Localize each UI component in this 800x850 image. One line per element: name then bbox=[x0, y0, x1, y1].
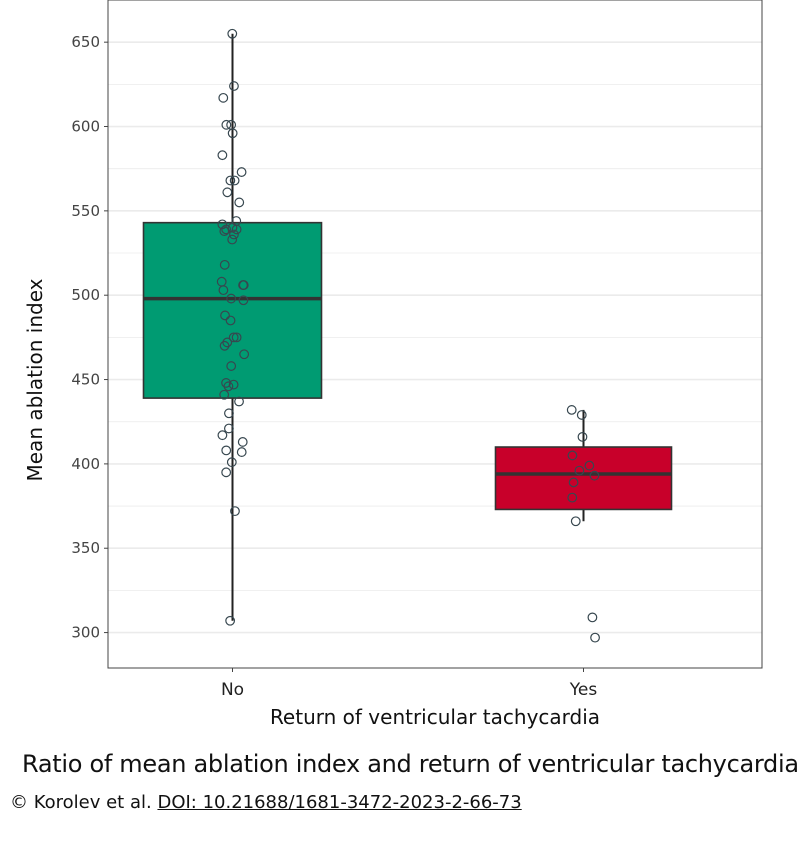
y-tick-label: 450 bbox=[71, 371, 100, 389]
data-point bbox=[228, 379, 239, 390]
data-point bbox=[230, 506, 240, 517]
doi-link[interactable]: DOI: 10.21688/1681-3472-2023-2-66-73 bbox=[157, 792, 522, 813]
data-point bbox=[226, 293, 237, 304]
data-point bbox=[237, 437, 248, 447]
data-point bbox=[217, 430, 228, 441]
data-point bbox=[224, 408, 234, 419]
data-point bbox=[218, 92, 229, 103]
y-tick-label: 350 bbox=[71, 539, 100, 557]
data-point bbox=[221, 224, 232, 235]
y-tick-label: 400 bbox=[71, 455, 100, 473]
y-tick-label: 300 bbox=[71, 624, 100, 642]
points bbox=[216, 28, 600, 643]
data-point bbox=[231, 224, 242, 235]
data-point bbox=[218, 285, 229, 296]
data-point bbox=[225, 615, 236, 626]
data-point bbox=[238, 280, 249, 290]
plot-panel-border bbox=[107, 0, 763, 669]
data-point bbox=[225, 175, 236, 186]
data-point bbox=[231, 332, 242, 343]
data-point bbox=[225, 315, 236, 326]
boxplot-chart: 300 350 400 450 500 550 600 650 No Yes Return of… bbox=[23, 0, 763, 729]
y-tick-label: 650 bbox=[71, 33, 100, 51]
box-no bbox=[142, 221, 323, 399]
data-point bbox=[224, 423, 234, 434]
data-point bbox=[567, 492, 578, 503]
grid bbox=[108, 0, 762, 634]
data-point bbox=[229, 175, 240, 186]
data-point bbox=[566, 405, 577, 415]
credit-authors: © Korolev et al. bbox=[10, 792, 152, 813]
y-tick-label: 600 bbox=[71, 118, 100, 136]
x-tick-label: No bbox=[221, 680, 244, 700]
data-point bbox=[234, 396, 244, 407]
data-point bbox=[238, 295, 249, 306]
data-point bbox=[227, 128, 238, 139]
data-point bbox=[219, 389, 230, 400]
data-point bbox=[576, 410, 587, 420]
data-point bbox=[227, 234, 238, 245]
data-point bbox=[589, 470, 600, 481]
data-point bbox=[219, 259, 230, 270]
data-point bbox=[229, 229, 239, 240]
data-point bbox=[229, 81, 239, 91]
data-point bbox=[221, 467, 232, 478]
figure-credit: © Korolev et al. DOI: 10.21688/1681-3472… bbox=[10, 792, 522, 813]
data-point bbox=[221, 119, 232, 130]
data-point bbox=[236, 167, 247, 177]
data-point bbox=[217, 150, 228, 161]
data-point bbox=[219, 340, 230, 351]
data-point bbox=[236, 447, 247, 457]
data-point bbox=[223, 381, 234, 392]
y-tick-label: 550 bbox=[71, 202, 100, 220]
data-point bbox=[227, 28, 238, 39]
y-tick-label: 500 bbox=[71, 286, 100, 304]
data-point bbox=[584, 460, 595, 471]
data-point bbox=[570, 516, 581, 527]
data-point bbox=[219, 226, 230, 237]
data-point bbox=[222, 337, 233, 348]
data-point bbox=[221, 445, 232, 456]
y-axis-label: Mean ablation index bbox=[23, 278, 47, 481]
x-tick-label: Yes bbox=[569, 680, 598, 700]
box-yes bbox=[494, 446, 673, 511]
x-axis-label: Return of ventricular tachycardia bbox=[270, 705, 600, 729]
data-point bbox=[239, 349, 250, 360]
data-point bbox=[220, 310, 230, 321]
x-ticks: No Yes bbox=[221, 668, 597, 700]
data-point bbox=[567, 450, 578, 461]
data-point bbox=[227, 222, 238, 233]
data-point bbox=[226, 361, 237, 371]
figure-caption: Ratio of mean ablation index and return … bbox=[22, 750, 799, 778]
data-point bbox=[574, 465, 585, 476]
data-point bbox=[222, 187, 233, 198]
data-point bbox=[228, 332, 239, 343]
data-point bbox=[577, 431, 588, 442]
data-point bbox=[590, 632, 600, 643]
y-ticks: 300 350 400 450 500 550 600 650 bbox=[71, 33, 108, 642]
boxes bbox=[142, 33, 673, 621]
data-point bbox=[587, 612, 598, 623]
data-point bbox=[568, 477, 579, 488]
data-point bbox=[226, 457, 237, 468]
data-point bbox=[234, 197, 245, 208]
